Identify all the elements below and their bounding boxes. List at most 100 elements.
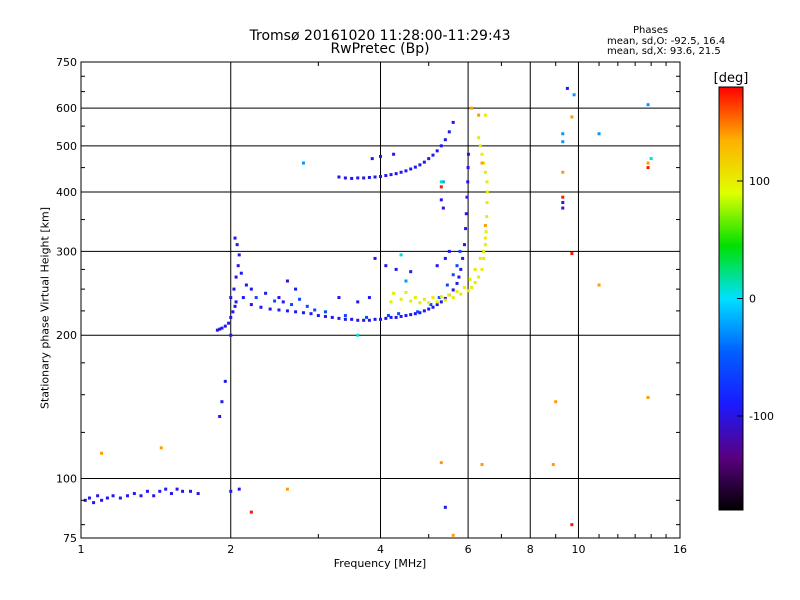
data-point [429,303,433,307]
data-point [389,300,393,304]
data-point [394,172,398,176]
data-point [439,180,443,184]
data-point [443,296,447,300]
data-point [239,271,243,275]
data-point [294,310,298,314]
phase-stats-o: mean, sd,O: -92.5, 16.4 [607,36,726,47]
colorbar-tick-label: 0 [749,293,756,306]
data-point [404,169,408,173]
data-point [277,296,281,300]
data-point [399,253,403,257]
data-point [451,273,455,277]
data-point [305,304,309,308]
data-point [223,379,227,383]
data-point [313,308,317,312]
data-point [285,487,289,491]
data-point [367,296,371,300]
data-point [384,316,388,320]
data-point [439,461,443,465]
colorbar-tick-label: 100 [749,175,770,188]
data-point [379,175,382,179]
data-point [362,318,366,322]
data-point [237,487,241,491]
data-point [277,308,281,312]
data-point [466,166,470,170]
data-point [234,275,238,279]
data-point [416,310,420,314]
x-tick-label: 1 [78,543,85,556]
data-point [152,494,156,498]
y-tick-label: 75 [63,532,77,545]
data-point [356,300,360,304]
data-point [290,303,294,307]
data-point [485,215,489,219]
data-point [551,463,555,467]
data-point [301,311,305,315]
data-point [646,395,650,399]
data-point [480,463,484,467]
data-point [268,307,272,311]
data-point [451,533,455,537]
data-point [443,138,447,142]
data-point [466,289,470,293]
data-point [470,106,474,110]
x-tick-label: 2 [227,543,234,556]
data-point [483,170,487,174]
data-point [572,93,576,97]
data-point [462,243,466,247]
data-point [229,489,233,493]
data-point [233,304,237,308]
data-point [468,277,472,281]
data-point [485,190,489,194]
data-point [220,400,224,404]
data-point [298,297,302,301]
data-point [455,264,459,268]
data-point [570,523,574,527]
data-point [399,314,403,318]
data-point [565,86,569,90]
y-tick-label: 500 [56,140,77,153]
data-point [362,176,366,180]
data-point [462,285,466,289]
data-point [439,144,443,148]
data-point [447,130,451,134]
data-point [418,301,422,305]
x-tick-label: 10 [571,543,585,556]
data-point [118,496,122,500]
data-point [249,287,253,291]
data-point [473,267,477,271]
data-point [356,333,360,337]
data-point [464,212,468,216]
data-point [439,198,443,202]
y-tick-label: 100 [56,473,77,486]
colorbar: 100 0 -100 [deg] [714,71,774,511]
data-point [443,256,447,260]
phase-stats-x: mean, sd,X: 93.6, 21.5 [607,46,721,57]
data-point [249,510,253,514]
data-point [367,318,371,322]
data-points [83,86,653,537]
data-point [464,227,468,231]
data-point [459,292,463,296]
data-point [188,489,192,493]
data-point [241,296,245,300]
data-point [316,314,320,318]
data-point [413,296,417,300]
data-point [478,144,482,148]
data-point [87,496,91,500]
data-point [337,316,341,320]
data-point [477,136,481,140]
x-tick-label: 6 [465,543,472,556]
data-point [482,256,486,260]
data-point [427,307,431,311]
data-point [457,275,461,279]
data-point [437,296,441,300]
x-tick-label: 16 [673,543,687,556]
data-point [83,498,87,502]
data-point [323,314,327,318]
data-point [441,206,445,210]
data-point [281,300,285,304]
data-point [427,157,431,161]
data-point [480,152,484,156]
